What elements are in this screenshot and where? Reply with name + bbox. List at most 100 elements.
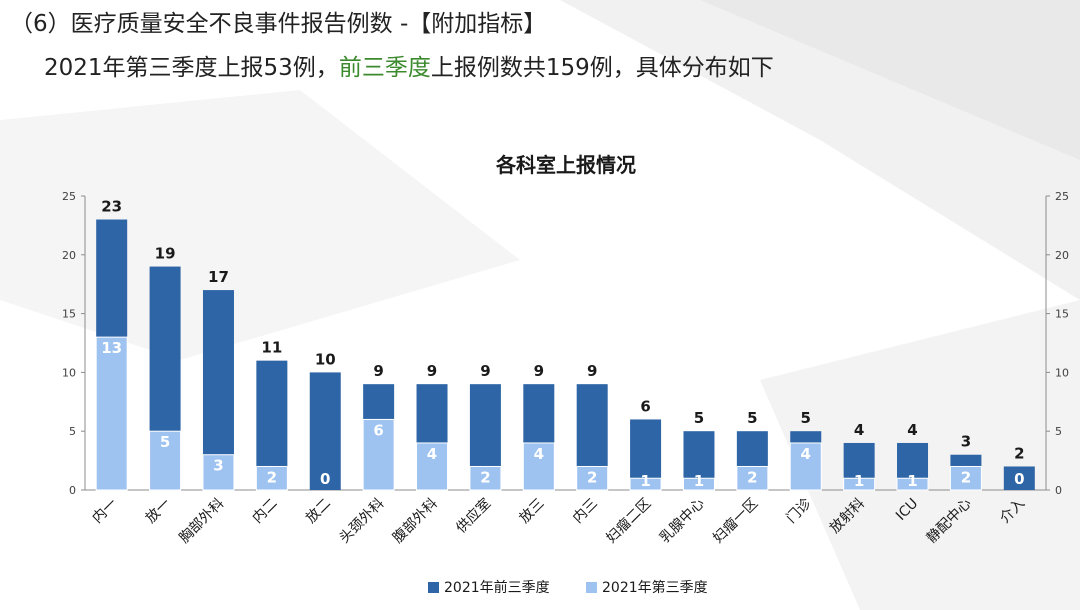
legend-swatch [428, 582, 439, 593]
data-label-total: 11 [261, 339, 282, 357]
bars [95, 219, 1035, 491]
bar-q3 [255, 465, 288, 491]
bar-q3 [736, 465, 769, 491]
data-label-total: 4 [907, 421, 917, 439]
y-tick-label-left: 10 [62, 366, 76, 379]
x-tick-label: ICU [893, 496, 921, 524]
data-label-total: 10 [315, 350, 336, 368]
y-tick-label-right: 15 [1055, 308, 1069, 321]
y-tick-label-right: 5 [1055, 425, 1062, 438]
y-tick-label-left: 15 [62, 308, 76, 321]
data-label-q3: 1 [640, 472, 650, 490]
x-tick-label: 门诊 [783, 496, 814, 527]
bar-q3 [682, 477, 715, 491]
data-label-total: 9 [427, 362, 437, 380]
chart-title: 各科室上报情况 [495, 153, 636, 177]
data-labels: 2313195173112100969492949261515254414132… [101, 198, 1024, 490]
legend-label: 2021年第三季度 [602, 579, 708, 596]
data-label-q3: 2 [747, 468, 757, 486]
x-tick-label: 放一 [143, 496, 174, 527]
x-tick-label: 供应室 [453, 495, 495, 537]
data-label-q3: 0 [320, 470, 330, 488]
x-tick-label: 放三 [517, 496, 548, 527]
bar-q3 [949, 465, 982, 491]
bar-q3 [202, 454, 235, 491]
data-label-q3: 1 [854, 472, 864, 490]
y-tick-label-left: 5 [69, 425, 76, 438]
x-tick-label: 妇瘤一区 [710, 495, 762, 547]
data-label-q3: 4 [534, 445, 544, 463]
bar-q3 [149, 430, 182, 491]
data-label-total: 9 [534, 362, 544, 380]
y-tick-label-right: 0 [1055, 484, 1062, 497]
bar-q3 [362, 418, 395, 491]
y-tick-label-right: 10 [1055, 366, 1069, 379]
subheading-part1: 2021年第三季度上报53例， [44, 55, 339, 81]
bar-q3 [629, 477, 662, 491]
x-tick-label: 内一 [89, 496, 120, 527]
data-label-total: 2 [1014, 444, 1024, 462]
data-label-q3: 1 [907, 472, 917, 490]
data-label-q3: 2 [961, 468, 971, 486]
y-tick-label-left: 25 [62, 190, 76, 203]
data-label-q3: 13 [101, 339, 122, 357]
legend-label: 2021年前三季度 [444, 579, 550, 596]
x-tick-label: 放二 [303, 496, 334, 527]
bar-q3 [896, 477, 929, 491]
data-label-q3: 0 [1014, 470, 1024, 488]
legend: 2021年前三季度 2021年第三季度 [428, 579, 708, 596]
data-label-total: 23 [101, 198, 122, 216]
y-tick-label-left: 20 [62, 249, 76, 262]
data-label-total: 5 [801, 409, 811, 427]
bar-q3 [789, 442, 822, 491]
bar-q3 [843, 477, 876, 491]
page-heading: （6）医疗质量安全不良事件报告例数 -【附加指标】 [10, 11, 547, 37]
data-label-q3: 6 [373, 421, 383, 439]
data-label-q3: 2 [480, 468, 490, 486]
subheading-part2: 上报例数共159例，具体分布如下 [430, 55, 774, 81]
x-tick-label: 胸部外科 [176, 496, 227, 547]
y-tick-label-left: 0 [69, 484, 76, 497]
bar-q3 [576, 465, 609, 491]
subheading-highlight: 前三季度 [338, 55, 431, 81]
data-label-total: 9 [373, 362, 383, 380]
bar-q3 [416, 442, 449, 491]
x-tick-label: 妇瘤二区 [603, 495, 655, 547]
data-label-total: 19 [155, 245, 176, 263]
bar-q3 [95, 336, 128, 491]
x-tick-label: 静配中心 [924, 496, 975, 547]
data-label-total: 4 [854, 421, 864, 439]
data-label-q3: 3 [213, 457, 223, 475]
x-tick-labels: 内一 放一 胸部外科 内二 放二 头颈外科 腹部外科 供应室 放三 内三 妇瘤二区 乳腺中心 妇瘤一区门… [89, 495, 1028, 547]
legend-swatch [586, 582, 597, 593]
data-label-total: 6 [640, 397, 650, 415]
x-tick-label: 头颈外科 [337, 496, 388, 547]
bar-total [309, 372, 341, 490]
data-label-q3: 4 [801, 445, 811, 463]
data-label-q3: 2 [587, 468, 597, 486]
bar-total [1003, 466, 1035, 490]
x-tick-label: 介入 [997, 496, 1028, 527]
x-tick-label: 内三 [570, 496, 601, 527]
data-label-total: 3 [961, 433, 971, 451]
data-label-q3: 5 [160, 433, 170, 451]
y-tick-label-right: 20 [1055, 249, 1069, 262]
data-label-q3: 4 [427, 445, 437, 463]
x-tick-label: 乳腺中心 [657, 496, 708, 547]
data-label-total: 9 [480, 362, 490, 380]
data-label-total: 17 [208, 268, 229, 286]
x-tick-label: 内二 [250, 496, 281, 527]
x-tick-label: 放射科 [827, 496, 868, 537]
bar-q3 [522, 442, 555, 491]
bar-q3 [469, 465, 502, 491]
page-subheading: 2021年第三季度上报53例，前三季度上报例数共159例，具体分布如下 [44, 48, 774, 82]
data-label-q3: 2 [267, 468, 277, 486]
y-tick-label-right: 25 [1055, 190, 1069, 203]
data-label-q3: 1 [694, 472, 704, 490]
x-tick-label: 腹部外科 [389, 495, 441, 547]
data-label-total: 5 [747, 409, 757, 427]
data-label-total: 9 [587, 362, 597, 380]
data-label-total: 5 [694, 409, 704, 427]
